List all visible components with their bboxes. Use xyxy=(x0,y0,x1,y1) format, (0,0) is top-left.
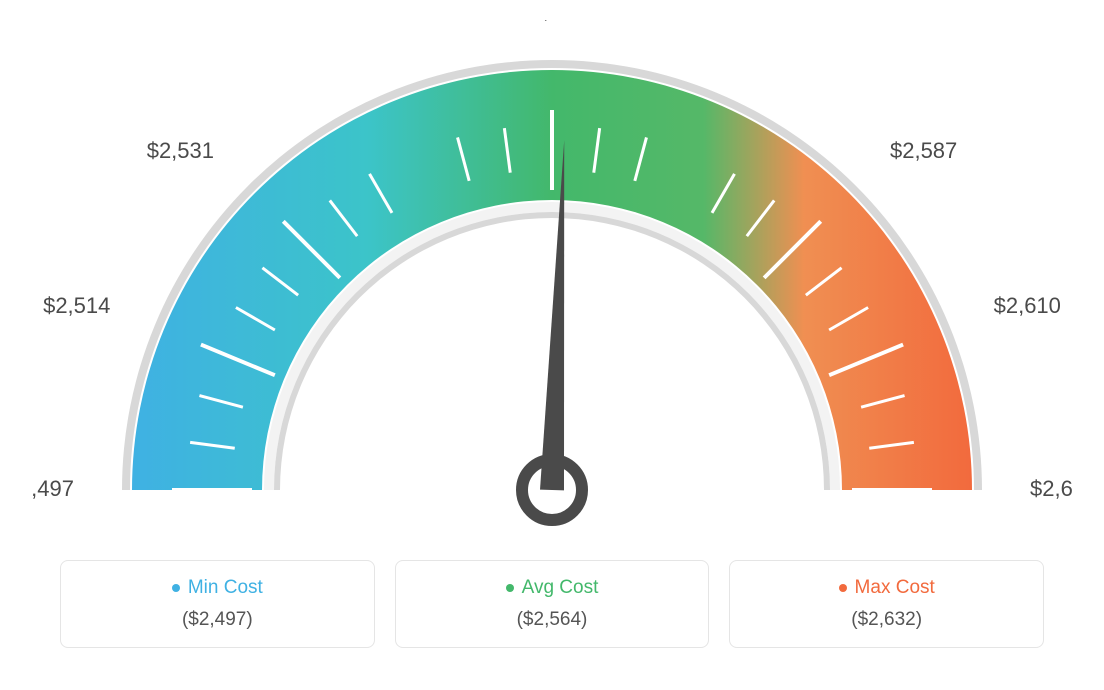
gauge-svg: $2,497 $2,514 $2,531 $2,564 $2,587 $2,610 $2,6… xyxy=(32,20,1072,540)
legend-card-max: Max Cost ($2,632) xyxy=(729,560,1044,648)
legend-value-max: ($2,632) xyxy=(742,609,1031,631)
legend-value-min: ($2,497) xyxy=(73,609,362,631)
gauge-tick-label: $2,497 xyxy=(32,476,74,501)
gauge-tick-label: $2,632 xyxy=(1030,476,1072,501)
legend-card-min: Min Cost ($2,497) xyxy=(60,560,375,648)
legend-card-avg: Avg Cost ($2,564) xyxy=(395,560,710,648)
legend-title-max: Max Cost xyxy=(839,577,935,599)
gauge-tick-label: $2,564 xyxy=(518,20,585,23)
gauge-tick-label: $2,587 xyxy=(890,138,957,163)
gauge-tick-label: $2,610 xyxy=(994,293,1061,318)
gauge-tick-label: $2,514 xyxy=(43,293,110,318)
gauge-chart: $2,497 $2,514 $2,531 $2,564 $2,587 $2,610 $2,6… xyxy=(32,20,1072,540)
legend-title-min: Min Cost xyxy=(172,577,263,599)
gauge-tick-label: $2,531 xyxy=(147,138,214,163)
legend-row: Min Cost ($2,497) Avg Cost ($2,564) Max … xyxy=(20,560,1084,648)
legend-title-avg: Avg Cost xyxy=(506,577,599,599)
legend-value-avg: ($2,564) xyxy=(408,609,697,631)
